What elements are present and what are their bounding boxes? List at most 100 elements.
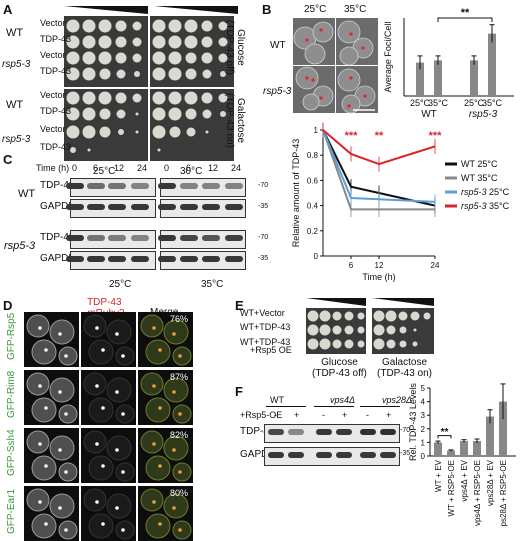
yeast-spot — [66, 19, 80, 33]
y-tick-label: 4 — [421, 398, 426, 407]
x-tick-label: 35°C — [428, 98, 449, 108]
gfp-image — [24, 428, 79, 483]
d-col-tdp43-a: TDP-43 — [87, 297, 122, 308]
yeast-spot — [332, 311, 342, 321]
series-line — [322, 129, 436, 207]
b-temp-25: 25°C — [304, 4, 327, 15]
focus-dot — [64, 470, 68, 474]
focus-dot — [64, 354, 68, 358]
d-row-label: GFP-Rsp5 — [6, 312, 17, 360]
colocalization-pct: 80% — [170, 488, 189, 498]
yeast-spot — [201, 92, 213, 104]
focus-dot — [158, 406, 162, 410]
bar — [488, 33, 496, 96]
focus-dot — [101, 522, 105, 526]
yeast-spot — [220, 111, 226, 117]
blot-band — [108, 235, 126, 241]
focus-dot — [95, 442, 99, 446]
cells-svg — [26, 372, 78, 424]
yeast-spot — [157, 148, 161, 152]
yeast-spot — [132, 93, 142, 103]
yeast-spot — [399, 340, 407, 348]
yeast-spot — [399, 326, 407, 334]
panel-a-letter: A — [3, 2, 13, 17]
a-row-label: Vector — [40, 90, 66, 100]
cell — [88, 455, 114, 481]
cell — [26, 430, 50, 454]
cell — [31, 339, 57, 365]
tdp43-focus — [305, 38, 309, 42]
blot-band — [66, 183, 84, 189]
b-row-wt: WT — [270, 40, 286, 51]
yeast-spot — [152, 67, 166, 81]
tdp43-focus — [319, 28, 323, 32]
cell — [145, 513, 171, 539]
focus-dot — [95, 384, 99, 388]
merge-image — [138, 312, 193, 367]
group-label-rsp5: rsp5-3 — [469, 109, 498, 120]
e-row-label: WT+TDP-43 — [240, 322, 291, 332]
focus-dot — [101, 464, 105, 468]
yeast-spot — [66, 51, 80, 65]
yeast-spot — [115, 52, 127, 64]
panel-c-letter: C — [3, 152, 13, 167]
y-tick-label: 2 — [421, 425, 426, 434]
f-protein-label: TDP-43 — [240, 426, 275, 437]
tdp43-focus — [349, 32, 353, 36]
cell — [145, 397, 171, 423]
c-time-tick: 12 — [114, 163, 125, 173]
yeast-spot — [218, 53, 228, 63]
gfp-image — [24, 312, 79, 367]
tdp43-focus — [347, 104, 351, 108]
tdp43-focus — [363, 94, 367, 98]
c-time-tick: 24 — [137, 163, 148, 173]
significance-stars: *** — [345, 130, 359, 142]
cells-svg — [83, 430, 135, 482]
focus-dot — [58, 390, 62, 394]
merge-image — [138, 370, 193, 425]
merge-image — [138, 428, 193, 483]
yeast-spot — [99, 108, 111, 120]
focus-dot — [101, 348, 105, 352]
yeast-spot — [184, 35, 198, 49]
galactose-sub: (TDP-43 on) — [224, 93, 235, 149]
blot-band — [225, 204, 243, 210]
focus-dot — [58, 332, 62, 336]
b-temp-35: 35°C — [344, 4, 367, 15]
bar — [499, 401, 507, 456]
x-tick-label: 35°C — [482, 98, 503, 108]
bar — [434, 442, 442, 456]
cells-svg — [83, 314, 135, 366]
blot-band — [316, 452, 332, 458]
cell — [115, 462, 135, 482]
yeast-spot — [307, 310, 319, 322]
e-row-label: WT+Vector — [240, 308, 285, 318]
blot-band — [87, 204, 105, 210]
e-dilution-wedges — [306, 298, 434, 306]
x-tick-label: vps28Δ + EV — [486, 459, 495, 506]
cells-svg — [83, 372, 135, 424]
yeast-spot — [82, 125, 96, 139]
yeast-spot — [152, 107, 166, 121]
x-tick-label: 6 — [349, 261, 354, 270]
glucose-sub: (TDP-43 off) — [224, 20, 235, 75]
blot-band — [380, 429, 396, 435]
significance-bracket — [437, 17, 493, 22]
y-tick-label: 0 — [421, 452, 426, 461]
yeast-spot — [70, 147, 76, 153]
c-mw-label: -35 — [258, 255, 269, 262]
c-time-tick: 24 — [231, 163, 242, 173]
bar — [416, 62, 424, 96]
focus-dot — [115, 332, 119, 336]
blot-band — [108, 204, 126, 210]
cell — [172, 462, 192, 482]
cell — [49, 377, 75, 403]
significance-stars: *** — [429, 130, 443, 142]
panel-b-letter: B — [262, 2, 272, 17]
colocalization-pct: 87% — [170, 372, 189, 382]
cell — [163, 377, 189, 403]
cell — [115, 404, 135, 424]
yeast-spot — [319, 338, 331, 350]
c-strain-rsp5: rsp5-3 — [4, 240, 36, 252]
